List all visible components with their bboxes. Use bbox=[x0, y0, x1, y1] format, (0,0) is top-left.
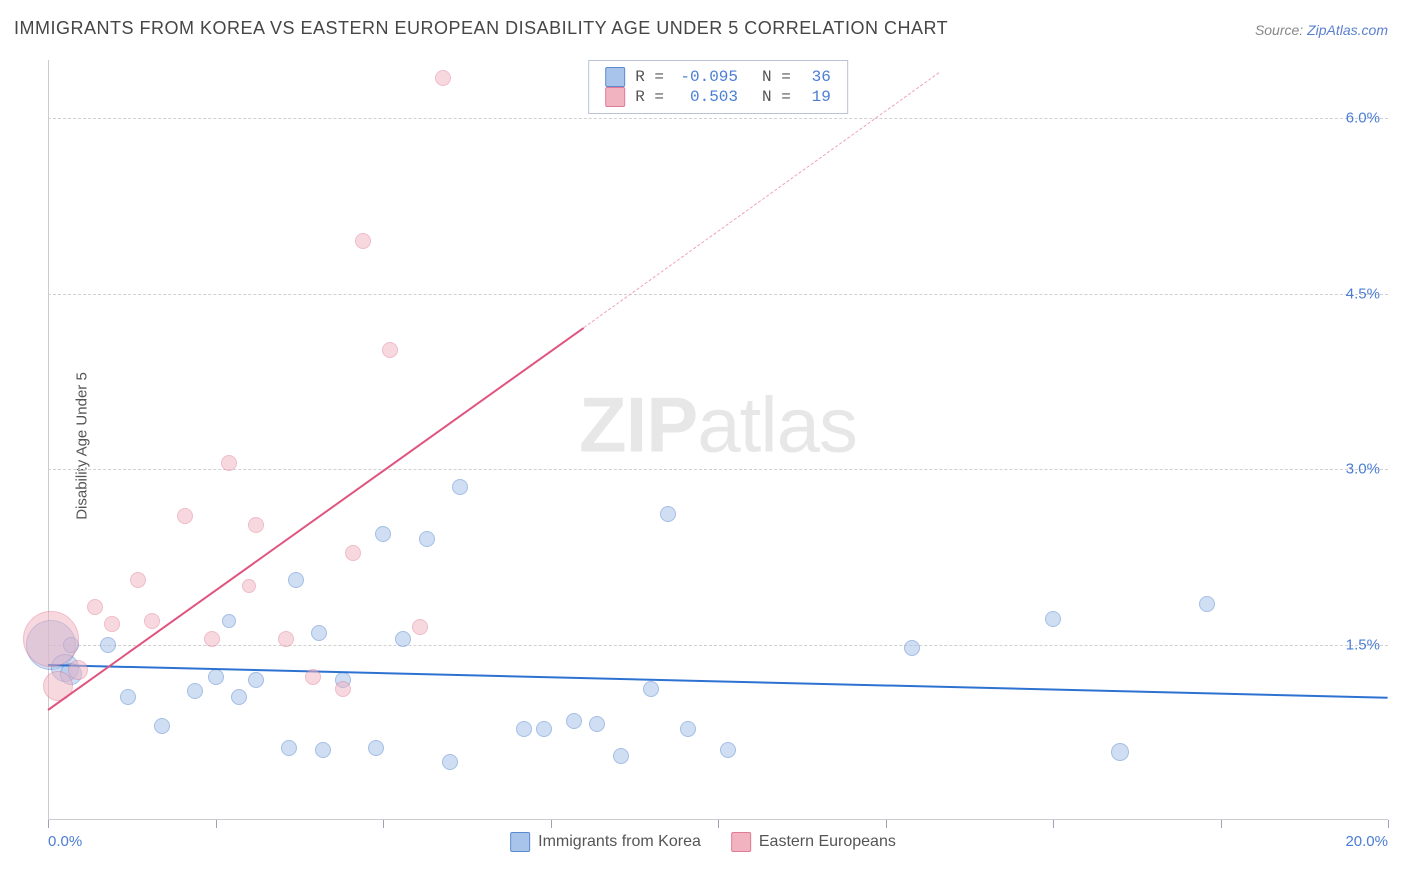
y-tick-label: 4.5% bbox=[1330, 285, 1390, 302]
data-point-korea bbox=[566, 713, 582, 729]
data-point-korea bbox=[442, 754, 458, 770]
gridline bbox=[48, 645, 1388, 646]
gridline bbox=[48, 469, 1388, 470]
data-point-korea bbox=[516, 721, 532, 737]
x-axis-min-label: 0.0% bbox=[48, 833, 82, 850]
chart-title: IMMIGRANTS FROM KOREA VS EASTERN EUROPEA… bbox=[14, 18, 948, 39]
x-tick bbox=[48, 820, 49, 828]
data-point-korea bbox=[589, 716, 605, 732]
legend-n-label: N = bbox=[762, 68, 791, 86]
watermark: ZIPatlas bbox=[579, 379, 857, 470]
x-tick bbox=[551, 820, 552, 828]
data-point-korea bbox=[368, 740, 384, 756]
data-point-korea bbox=[419, 531, 435, 547]
legend-item: Immigrants from Korea bbox=[510, 832, 701, 852]
source-prefix: Source: bbox=[1255, 22, 1307, 38]
legend-n-label: N = bbox=[762, 88, 791, 106]
data-point-eastern bbox=[68, 660, 88, 680]
legend-label: Immigrants from Korea bbox=[538, 833, 701, 851]
legend-swatch bbox=[510, 832, 530, 852]
data-point-korea bbox=[100, 637, 116, 653]
data-point-korea bbox=[1111, 743, 1129, 761]
data-point-korea bbox=[1199, 596, 1215, 612]
legend-r-label: R = bbox=[635, 88, 664, 106]
data-point-eastern bbox=[412, 619, 428, 635]
data-point-korea bbox=[643, 681, 659, 697]
data-point-eastern bbox=[177, 508, 193, 524]
legend-item: Eastern Europeans bbox=[731, 832, 896, 852]
data-point-eastern bbox=[242, 579, 256, 593]
gridline bbox=[48, 118, 1388, 119]
data-point-korea bbox=[680, 721, 696, 737]
source-link[interactable]: ZipAtlas.com bbox=[1307, 22, 1388, 38]
legend-swatch bbox=[605, 87, 625, 107]
data-point-korea bbox=[281, 740, 297, 756]
x-tick bbox=[1053, 820, 1054, 828]
data-point-korea bbox=[248, 672, 264, 688]
data-point-eastern bbox=[435, 70, 451, 86]
data-point-eastern bbox=[144, 613, 160, 629]
data-point-korea bbox=[315, 742, 331, 758]
watermark-light: atlas bbox=[697, 380, 857, 468]
x-tick bbox=[718, 820, 719, 828]
legend-r-value: -0.095 bbox=[674, 68, 738, 86]
data-point-korea bbox=[311, 625, 327, 641]
data-point-korea bbox=[1045, 611, 1061, 627]
x-tick bbox=[216, 820, 217, 828]
x-tick bbox=[1388, 820, 1389, 828]
data-point-korea bbox=[288, 572, 304, 588]
y-axis-line bbox=[48, 60, 49, 820]
data-point-eastern bbox=[278, 631, 294, 647]
data-point-korea bbox=[395, 631, 411, 647]
legend-label: Eastern Europeans bbox=[759, 833, 896, 851]
legend-n-value: 19 bbox=[801, 88, 831, 106]
x-tick bbox=[886, 820, 887, 828]
y-tick-label: 1.5% bbox=[1330, 636, 1390, 653]
series-legend: Immigrants from Korea Eastern Europeans bbox=[510, 832, 896, 852]
data-point-eastern bbox=[305, 669, 321, 685]
source-attribution: Source: ZipAtlas.com bbox=[1255, 22, 1388, 38]
data-point-korea bbox=[154, 718, 170, 734]
correlation-legend: R = -0.095 N = 36 R = 0.503 N = 19 bbox=[588, 60, 848, 114]
data-point-korea bbox=[375, 526, 391, 542]
y-tick-label: 6.0% bbox=[1330, 110, 1390, 127]
legend-r-label: R = bbox=[635, 68, 664, 86]
legend-n-value: 36 bbox=[801, 68, 831, 86]
trend-line bbox=[47, 327, 584, 711]
data-point-eastern bbox=[130, 572, 146, 588]
data-point-eastern bbox=[355, 233, 371, 249]
data-point-eastern bbox=[345, 545, 361, 561]
data-point-eastern bbox=[104, 616, 120, 632]
x-axis-max-label: 20.0% bbox=[1345, 833, 1388, 850]
data-point-korea bbox=[222, 614, 236, 628]
legend-row: R = -0.095 N = 36 bbox=[605, 67, 831, 87]
legend-swatch bbox=[731, 832, 751, 852]
data-point-korea bbox=[904, 640, 920, 656]
data-point-eastern bbox=[204, 631, 220, 647]
x-tick bbox=[1221, 820, 1222, 828]
watermark-bold: ZIP bbox=[579, 380, 697, 468]
data-point-korea bbox=[187, 683, 203, 699]
legend-r-value: 0.503 bbox=[674, 88, 738, 106]
data-point-korea bbox=[208, 669, 224, 685]
data-point-eastern bbox=[382, 342, 398, 358]
data-point-korea bbox=[120, 689, 136, 705]
x-tick bbox=[383, 820, 384, 828]
data-point-eastern bbox=[221, 455, 237, 471]
data-point-korea bbox=[660, 506, 676, 522]
data-point-korea bbox=[536, 721, 552, 737]
gridline bbox=[48, 294, 1388, 295]
chart-plot-area: ZIPatlas R = -0.095 N = 36 R = 0.503 N = 19 1.5… bbox=[48, 60, 1388, 820]
data-point-korea bbox=[452, 479, 468, 495]
data-point-eastern bbox=[248, 517, 264, 533]
data-point-eastern bbox=[335, 681, 351, 697]
data-point-korea bbox=[613, 748, 629, 764]
legend-swatch bbox=[605, 67, 625, 87]
data-point-korea bbox=[720, 742, 736, 758]
data-point-korea bbox=[231, 689, 247, 705]
legend-row: R = 0.503 N = 19 bbox=[605, 87, 831, 107]
y-tick-label: 3.0% bbox=[1330, 461, 1390, 478]
data-point-eastern bbox=[23, 611, 79, 667]
data-point-eastern bbox=[87, 599, 103, 615]
